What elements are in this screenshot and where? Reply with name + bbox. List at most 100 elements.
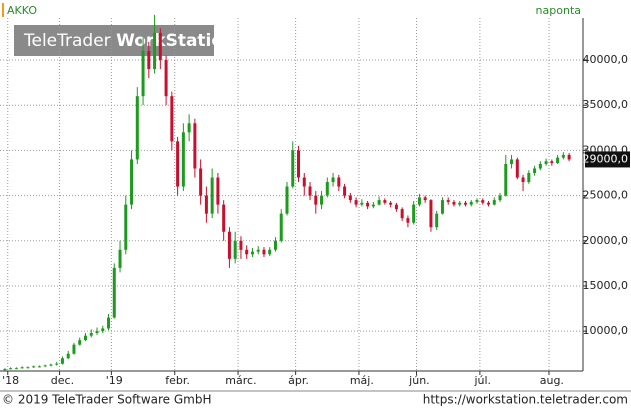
y-tick-label: 25000,0 (583, 189, 629, 202)
candle-body (118, 249, 122, 268)
candle-body (302, 177, 306, 187)
candle-body (446, 200, 450, 202)
candle-body (331, 177, 335, 183)
candle-body (20, 367, 24, 369)
candle-body (556, 157, 560, 164)
candle-body (475, 200, 479, 202)
x-tick-label: '18 (2, 374, 19, 387)
candle-body (325, 182, 329, 196)
y-tick-label: 40000,0 (583, 53, 629, 66)
candle-body (187, 123, 191, 133)
candle-body (394, 204, 398, 210)
chart-title: AKKO (7, 4, 37, 17)
candle-body (210, 177, 214, 214)
x-tick-label: máj. (350, 374, 374, 387)
candle-body (55, 363, 59, 365)
candle-body (458, 202, 462, 205)
candle-body (233, 240, 237, 259)
candle-body (521, 177, 525, 183)
candle-body (43, 365, 47, 367)
footer-copyright: © 2019 TeleTrader Software GmbH (2, 393, 212, 407)
x-tick-label: ápr. (288, 374, 309, 387)
candle-body (291, 150, 295, 187)
watermark-box (14, 25, 214, 56)
candle-body (515, 159, 519, 178)
candle-body (37, 366, 41, 368)
x-tick-label: dec. (51, 374, 74, 387)
x-tick-label: márc. (225, 374, 256, 387)
candle-body (348, 195, 352, 201)
candle-body (297, 150, 301, 178)
candle-body (377, 200, 381, 205)
candle-body (550, 161, 554, 164)
candle-body (371, 204, 375, 207)
candle-body (320, 195, 324, 205)
candle-body (463, 202, 467, 205)
candle-body (101, 328, 105, 332)
watermark-part: TeleTrader (23, 31, 111, 51)
chart-subtitle: naponta (536, 4, 581, 17)
candle-body (49, 364, 53, 366)
candle-body (492, 200, 496, 205)
candle-body (268, 249, 272, 255)
candle-body (538, 163, 542, 169)
x-tick-label: júl. (473, 374, 491, 387)
candle-body (343, 186, 347, 196)
candle-body (366, 202, 370, 207)
candle-body (262, 249, 266, 255)
candle-body (124, 204, 128, 250)
candle-body (308, 186, 312, 196)
candle-body (527, 172, 531, 183)
candle-body (452, 201, 456, 205)
candle-body (222, 204, 226, 232)
candle-body (158, 32, 162, 61)
candle-body (170, 96, 174, 142)
x-tick-label: '19 (106, 374, 123, 387)
candle-body (78, 340, 82, 345)
candle-body (481, 200, 485, 203)
candle-body (176, 141, 180, 187)
watermark: TeleTrader WorkStation (23, 31, 235, 51)
candle-body (469, 201, 473, 205)
candle-body (199, 168, 203, 196)
candle-body (89, 332, 93, 336)
candle-body (273, 240, 277, 250)
candle-body (400, 209, 404, 219)
candle-body (60, 358, 64, 364)
candle-body (95, 331, 99, 333)
x-tick-label: jún. (408, 374, 430, 387)
watermark-part: WorkStation (116, 31, 235, 51)
candle-body (250, 251, 254, 255)
candle-body (245, 249, 249, 255)
candle-body (227, 231, 231, 259)
candle-body (314, 195, 318, 205)
candle-body (204, 195, 208, 214)
candle-body (383, 200, 387, 203)
candle-body (26, 367, 30, 369)
candle-body (141, 50, 145, 97)
candle-body (487, 202, 491, 205)
candle-body (412, 204, 416, 223)
footer-url: https://workstation.teletrader.com (423, 393, 628, 407)
candle-body (14, 368, 18, 370)
candle-body (112, 267, 116, 318)
y-tick-label: 20000,0 (583, 234, 629, 247)
candle-body (435, 213, 439, 228)
candle-body (510, 159, 514, 164)
candle-body (181, 132, 185, 187)
candle-body (285, 186, 289, 214)
candle-body (153, 32, 157, 70)
last-price-box (585, 151, 630, 168)
y-tick-label: 10000,0 (583, 324, 629, 337)
candle-body (406, 218, 410, 223)
candle-body (440, 200, 444, 214)
candle-body (72, 344, 76, 354)
last-price-label: 29000,0 (583, 152, 629, 165)
candle-body (83, 335, 87, 341)
candle-body (130, 159, 134, 205)
candle-body (66, 353, 70, 359)
symbol-marker (2, 3, 4, 17)
y-tick-label: 15000,0 (583, 279, 629, 292)
y-tick-label: 35000,0 (583, 98, 629, 111)
